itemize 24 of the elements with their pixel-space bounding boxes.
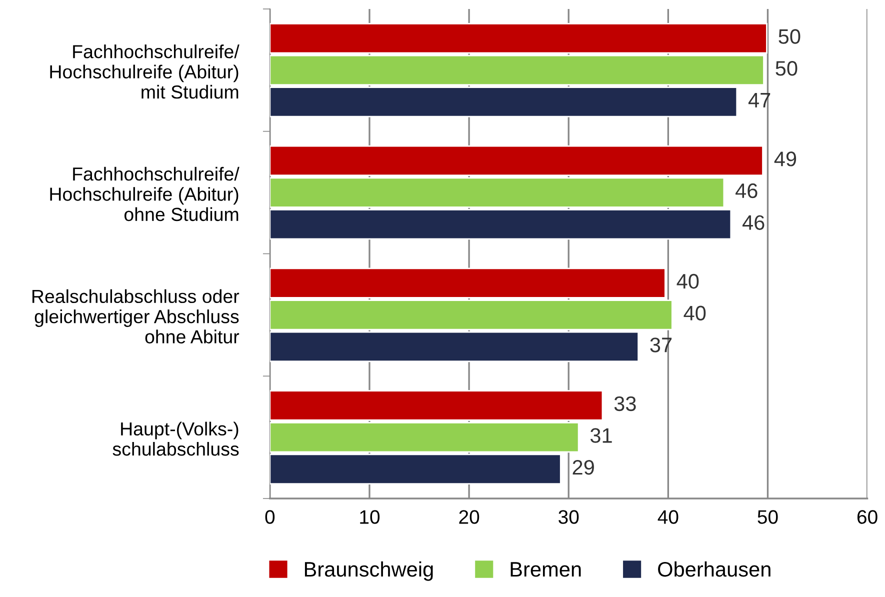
x-tick-label: 60 xyxy=(857,510,878,524)
data-label: 40 xyxy=(676,274,699,289)
data-label: 50 xyxy=(776,60,798,76)
data-label: 40 xyxy=(684,306,706,321)
x-tick-label: 0 xyxy=(265,510,275,524)
data-label: 46 xyxy=(742,215,764,230)
x-tick-label: 50 xyxy=(758,510,778,524)
x-tick-label: 20 xyxy=(459,510,480,524)
legend-label: Oberhausen xyxy=(658,561,770,577)
y-tick-label: Haupt-(Volks-) schulabschluss xyxy=(112,422,239,456)
y-tick-label: Fachhochschulreife/ Hochschulreife (Abitur) mit Studium xyxy=(50,44,240,99)
y-tick-label: Realschulabschluss oder gleichwertiger Abschluss ohne Abitur xyxy=(32,289,240,344)
legend-label: Braunschweig xyxy=(304,561,433,581)
data-label: 31 xyxy=(590,428,612,443)
data-label: 49 xyxy=(774,152,796,166)
data-label: 50 xyxy=(778,29,800,44)
data-label: 46 xyxy=(736,183,758,198)
x-tick-label: 40 xyxy=(658,510,678,524)
data-label: 29 xyxy=(572,460,594,475)
data-label: 33 xyxy=(614,396,636,412)
x-tick-label: 10 xyxy=(360,510,380,524)
y-tick-label: Fachhochschulreife/ Hochschulreife (Abitur) ohne Studium xyxy=(50,166,240,222)
x-tick-label: 30 xyxy=(558,510,579,524)
legend-label: Bremen xyxy=(510,562,581,577)
